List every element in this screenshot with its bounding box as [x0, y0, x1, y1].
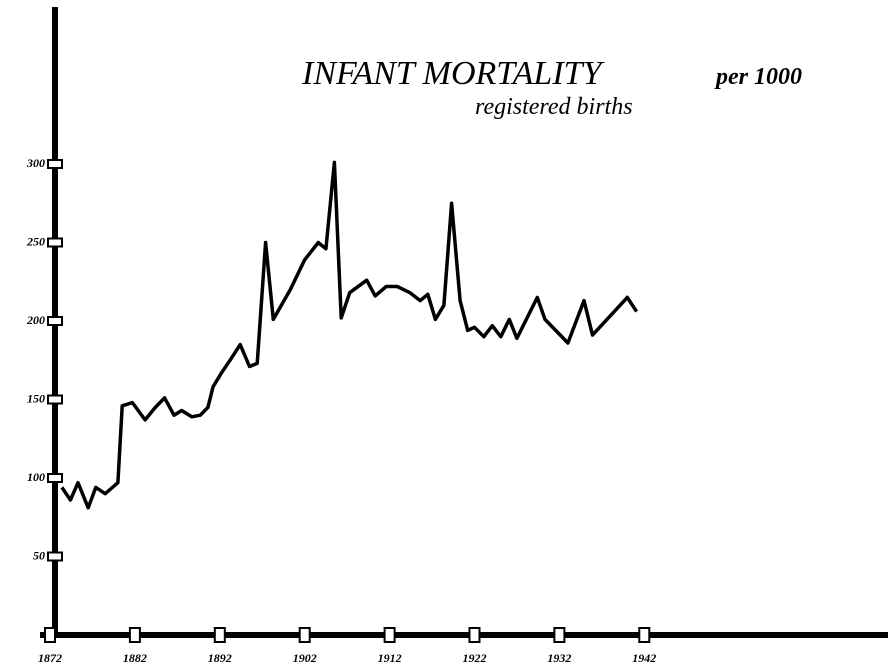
- data-line: [60, 160, 639, 510]
- y-tick: [47, 159, 63, 169]
- y-tick-label: 150: [27, 391, 45, 405]
- x-tick-label: 1902: [293, 651, 317, 665]
- y-tick: [47, 473, 63, 483]
- y-tick-label: 100: [27, 470, 45, 484]
- x-tick: [383, 627, 396, 643]
- chart-title: INFANT MORTALITY: [301, 55, 605, 92]
- x-tick: [128, 627, 141, 643]
- y-tick: [47, 316, 63, 326]
- x-tick: [44, 627, 56, 643]
- chart-subtitle: registered births: [475, 94, 633, 120]
- y-tick: [47, 394, 63, 405]
- x-tick-label: 1892: [208, 651, 232, 665]
- y-tick-label: 200: [26, 313, 45, 327]
- x-tick-label: 1922: [462, 651, 486, 665]
- y-tick-label: 50: [33, 548, 45, 562]
- title-suffix: per 1000: [714, 64, 802, 90]
- y-tick: [47, 237, 63, 248]
- x-tick: [553, 627, 566, 643]
- x-tick: [468, 627, 481, 643]
- x-tick: [298, 627, 311, 643]
- x-tick-label: 1942: [632, 651, 656, 665]
- x-tick-label: 1872: [38, 651, 62, 665]
- x-tick: [638, 627, 651, 643]
- x-tick: [213, 627, 226, 643]
- y-tick-label: 300: [26, 156, 45, 170]
- y-tick-label: 250: [26, 234, 45, 248]
- x-tick-label: 1932: [547, 651, 571, 665]
- x-tick-label: 1882: [123, 651, 147, 665]
- x-tick-label: 1912: [378, 651, 402, 665]
- y-tick: [47, 551, 63, 562]
